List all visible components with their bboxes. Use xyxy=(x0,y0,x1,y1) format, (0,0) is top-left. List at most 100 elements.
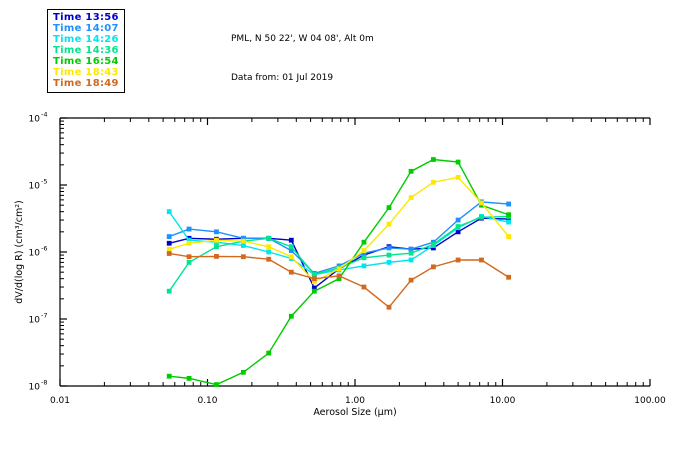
data-point-marker[interactable] xyxy=(408,168,414,174)
data-point-marker[interactable] xyxy=(311,276,317,282)
data-point-marker[interactable] xyxy=(455,229,461,235)
data-point-marker[interactable] xyxy=(386,259,392,265)
data-point-marker[interactable] xyxy=(240,243,246,248)
x-tick-label: 10.00 xyxy=(490,396,516,406)
data-point-marker[interactable] xyxy=(455,217,461,223)
data-point-marker[interactable] xyxy=(266,350,272,356)
data-point-marker[interactable] xyxy=(408,246,414,252)
data-point-marker[interactable] xyxy=(166,234,172,239)
y-tick-label-exponent: -7 xyxy=(41,312,47,320)
data-point-marker[interactable] xyxy=(288,254,294,260)
data-point-marker[interactable] xyxy=(288,248,294,253)
series-time-18-49[interactable] xyxy=(166,251,512,310)
legend: Time 13:56 Time 14:07 Time 14:26 Time 14:36… xyxy=(47,9,125,93)
data-point-marker[interactable] xyxy=(361,239,367,245)
data-point-marker[interactable] xyxy=(386,205,392,210)
data-point-marker[interactable] xyxy=(288,244,294,250)
data-point-marker[interactable] xyxy=(266,256,272,262)
data-point-marker[interactable] xyxy=(186,254,192,260)
data-point-marker[interactable] xyxy=(386,304,392,310)
data-point-marker[interactable] xyxy=(506,212,512,218)
data-point-marker[interactable] xyxy=(386,252,392,258)
data-point-marker[interactable] xyxy=(288,269,294,275)
data-point-marker[interactable] xyxy=(186,237,192,243)
data-point-marker[interactable] xyxy=(336,273,342,279)
data-point-marker[interactable] xyxy=(361,250,367,256)
data-point-marker[interactable] xyxy=(166,246,172,252)
data-point-marker[interactable] xyxy=(311,288,317,294)
data-point-marker[interactable] xyxy=(166,240,172,246)
data-point-marker[interactable] xyxy=(455,159,461,165)
data-point-marker[interactable] xyxy=(361,255,367,261)
data-point-marker[interactable] xyxy=(214,244,219,250)
data-point-marker[interactable] xyxy=(311,272,317,277)
data-point-marker[interactable] xyxy=(288,237,294,243)
data-point-marker[interactable] xyxy=(479,257,484,263)
data-point-marker[interactable] xyxy=(386,245,392,251)
data-point-marker[interactable] xyxy=(240,238,246,244)
y-tick-label-exponent: -8 xyxy=(41,379,47,387)
data-point-marker[interactable] xyxy=(455,257,461,263)
y-tick-label-exponent: -5 xyxy=(41,178,47,186)
plot-axes xyxy=(59,117,651,387)
data-series-group[interactable] xyxy=(166,157,512,387)
data-point-marker[interactable] xyxy=(506,201,512,207)
data-point-marker[interactable] xyxy=(408,195,414,200)
legend-entry-5: Time 18:43 xyxy=(53,67,119,78)
data-point-marker[interactable] xyxy=(479,200,484,206)
data-point-marker[interactable] xyxy=(506,219,512,225)
data-point-marker[interactable] xyxy=(186,240,192,246)
data-point-marker[interactable] xyxy=(386,221,392,227)
data-point-marker[interactable] xyxy=(166,209,172,215)
data-point-marker[interactable] xyxy=(186,259,192,265)
data-point-marker[interactable] xyxy=(311,279,317,285)
data-point-marker[interactable] xyxy=(455,224,461,229)
data-point-marker[interactable] xyxy=(506,274,512,280)
y-tick-label: 10 xyxy=(29,383,41,393)
data-point-marker[interactable] xyxy=(214,382,219,387)
data-point-marker[interactable] xyxy=(214,237,219,243)
legend-entry-3: Time 14:36 xyxy=(53,45,119,56)
data-point-marker[interactable] xyxy=(361,263,367,269)
data-point-marker[interactable] xyxy=(288,313,294,319)
data-point-marker[interactable] xyxy=(266,249,272,255)
data-point-marker[interactable] xyxy=(506,234,512,239)
data-point-marker[interactable] xyxy=(214,253,219,259)
data-point-marker[interactable] xyxy=(336,266,342,272)
data-point-marker[interactable] xyxy=(311,285,317,291)
data-point-marker[interactable] xyxy=(479,214,484,220)
data-point-marker[interactable] xyxy=(430,157,436,162)
data-point-marker[interactable] xyxy=(214,229,219,235)
data-point-marker[interactable] xyxy=(240,235,246,241)
data-point-marker[interactable] xyxy=(166,288,172,294)
data-point-marker[interactable] xyxy=(336,276,342,282)
data-point-marker[interactable] xyxy=(430,241,436,247)
data-point-marker[interactable] xyxy=(166,251,172,256)
data-point-marker[interactable] xyxy=(430,245,436,251)
data-point-marker[interactable] xyxy=(266,244,272,250)
chart-title-line2: Data from: 01 Jul 2019 xyxy=(231,73,334,83)
legend-entry-4: Time 16:54 xyxy=(53,56,119,67)
series-time-18-43[interactable] xyxy=(166,174,512,285)
x-tick-label: 0.10 xyxy=(197,396,217,406)
data-point-marker[interactable] xyxy=(361,284,367,290)
data-point-marker[interactable] xyxy=(186,375,192,381)
data-point-marker[interactable] xyxy=(266,235,272,241)
data-point-marker[interactable] xyxy=(166,373,172,379)
data-point-marker[interactable] xyxy=(240,254,246,260)
data-point-marker[interactable] xyxy=(455,174,461,180)
data-point-marker[interactable] xyxy=(506,216,512,222)
data-point-marker[interactable] xyxy=(430,179,436,185)
data-point-marker[interactable] xyxy=(408,257,414,263)
data-point-marker[interactable] xyxy=(361,248,367,253)
chart-title-line1: PML, N 50 22', W 04 08', Alt 0m xyxy=(231,34,374,44)
data-point-marker[interactable] xyxy=(240,369,246,375)
data-point-marker[interactable] xyxy=(408,250,414,256)
data-point-marker[interactable] xyxy=(408,277,414,283)
legend-entry-6: Time 18:49 xyxy=(53,78,119,89)
data-point-marker[interactable] xyxy=(186,226,192,232)
series-time-16-54[interactable] xyxy=(166,157,512,387)
y-axis-label-text: dV/d(log R) (cm³/cm²) xyxy=(14,200,25,303)
data-point-marker[interactable] xyxy=(430,264,436,270)
y-tick-label: 10 xyxy=(29,115,41,125)
